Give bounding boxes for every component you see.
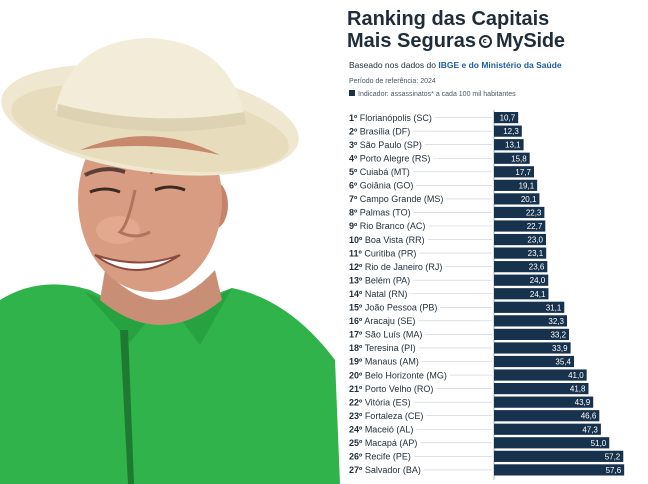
category-label: 20º Belo Horizonte (MG) [349, 370, 447, 380]
indicator-text: Indicador: assassinatos* a cada 100 mil … [358, 91, 516, 98]
ranking-panel: Ranking das Capitais Mais Seguras MySide … [338, 0, 648, 484]
bar [494, 261, 548, 273]
data-label: 33,2 [550, 330, 566, 339]
category-label: 14º Natal (RN) [349, 289, 407, 299]
data-label: 43,9 [575, 398, 591, 407]
bar [494, 301, 565, 313]
chart-title: Ranking das Capitais Mais Seguras MySide [347, 8, 565, 52]
data-label: 19,1 [519, 181, 535, 190]
category-label: 9º Rio Branco (AC) [349, 221, 425, 231]
data-label: 23,6 [529, 263, 545, 272]
data-label: 24,1 [530, 290, 546, 299]
data-label: 13,1 [505, 141, 521, 150]
bar [494, 342, 571, 354]
bar [494, 112, 519, 124]
bar [494, 247, 547, 259]
category-label: 19º Manaus (AM) [349, 357, 419, 367]
bar [494, 288, 549, 300]
bar [494, 450, 624, 462]
bar [494, 437, 610, 449]
data-label: 57,6 [606, 466, 622, 475]
category-label: 7º Campo Grande (MS) [349, 194, 443, 204]
reference-period: Período de referência: 2024 [349, 78, 436, 85]
category-label: 1º Florianópolis (SC) [349, 113, 432, 123]
category-label: 27º Salvador (BA) [349, 465, 421, 475]
bar [494, 166, 535, 178]
data-label: 51,0 [591, 439, 607, 448]
data-label: 41,0 [568, 371, 584, 380]
category-label: 4º Porto Alegre (RS) [349, 153, 430, 163]
bar [494, 125, 522, 137]
bar [494, 139, 524, 151]
category-label: 12º Rio de Janeiro (RJ) [349, 262, 442, 272]
category-label: 16º Aracaju (SE) [349, 316, 415, 326]
category-label: 22º Vitória (ES) [349, 397, 411, 407]
data-label: 15,8 [511, 154, 527, 163]
category-label: 11º Curitiba (PR) [349, 248, 416, 258]
category-label: 2º Brasília (DF) [349, 126, 410, 136]
data-label: 35,4 [555, 358, 571, 367]
category-label: 5º Cuiabá (MT) [349, 167, 410, 177]
bar [494, 410, 600, 422]
data-label: 10,7 [500, 114, 516, 123]
category-label: 17º São Luís (MA) [349, 330, 422, 340]
data-label: 57,2 [605, 452, 621, 461]
category-label: 24º Maceió (AL) [349, 424, 413, 434]
data-label: 23,1 [528, 249, 544, 258]
category-label: 10º Boa Vista (RR) [349, 235, 425, 245]
subtitle-prefix: Baseado nos dados do [349, 60, 436, 70]
bar [494, 179, 538, 191]
bar-chart: 1º Florianópolis (SC) 10,7 2º Brasília (DF… [349, 110, 625, 480]
title-line-2: Mais Seguras [347, 30, 476, 52]
category-label: 6º Goiânia (GO) [349, 181, 413, 191]
chart-subtitle: Baseado nos dados do IBGE e do Ministéri… [349, 60, 562, 70]
category-label: 8º Palmas (TO) [349, 208, 411, 218]
bar [494, 274, 549, 286]
category-label: 21º Porto Velho (RO) [349, 384, 433, 394]
bar [494, 206, 545, 219]
data-label: 22,7 [527, 222, 543, 231]
bar [494, 315, 567, 327]
data-label: 24,0 [530, 276, 546, 285]
data-label: 17,7 [515, 168, 531, 177]
category-label: 13º Belém (PA) [349, 275, 410, 285]
bar [494, 152, 530, 164]
brand-name: MySide [495, 30, 565, 52]
myside-logo-icon [478, 35, 492, 48]
category-label: 26º Recife (PE) [349, 452, 411, 462]
bar [494, 383, 589, 395]
bar [494, 355, 575, 368]
category-label: 3º São Paulo (SP) [349, 140, 422, 150]
bar [494, 328, 570, 340]
indicator-legend: Indicador: assassinatos* a cada 100 mil … [349, 90, 516, 98]
subtitle-highlight: IBGE e do Ministério da Saúde [438, 60, 562, 70]
portrait-photo [0, 38, 340, 484]
data-label: 31,1 [546, 303, 562, 312]
portrait-illustration [0, 38, 340, 484]
data-label: 46,6 [581, 412, 597, 421]
category-label: 23º Fortaleza (CE) [349, 411, 423, 421]
bar [494, 233, 546, 246]
data-label: 33,9 [552, 344, 568, 353]
data-label: 23,0 [527, 236, 543, 245]
data-label: 22,3 [526, 208, 542, 217]
legend-swatch [349, 90, 355, 96]
title-line-1: Ranking das Capitais [347, 8, 550, 30]
category-label: 15º João Pessoa (PB) [349, 303, 437, 313]
category-label: 25º Macapá (AP) [349, 438, 417, 448]
category-label: 18º Teresina (PI) [349, 343, 416, 353]
bar [494, 220, 546, 232]
bar [494, 464, 625, 476]
data-label: 41,8 [570, 385, 586, 394]
data-label: 12,3 [503, 127, 519, 136]
bar [494, 396, 594, 408]
data-label: 47,3 [582, 425, 598, 434]
bar [494, 193, 540, 205]
bar [494, 423, 601, 435]
data-label: 32,3 [548, 317, 564, 326]
bar [494, 369, 587, 381]
data-label: 20,1 [521, 195, 537, 204]
